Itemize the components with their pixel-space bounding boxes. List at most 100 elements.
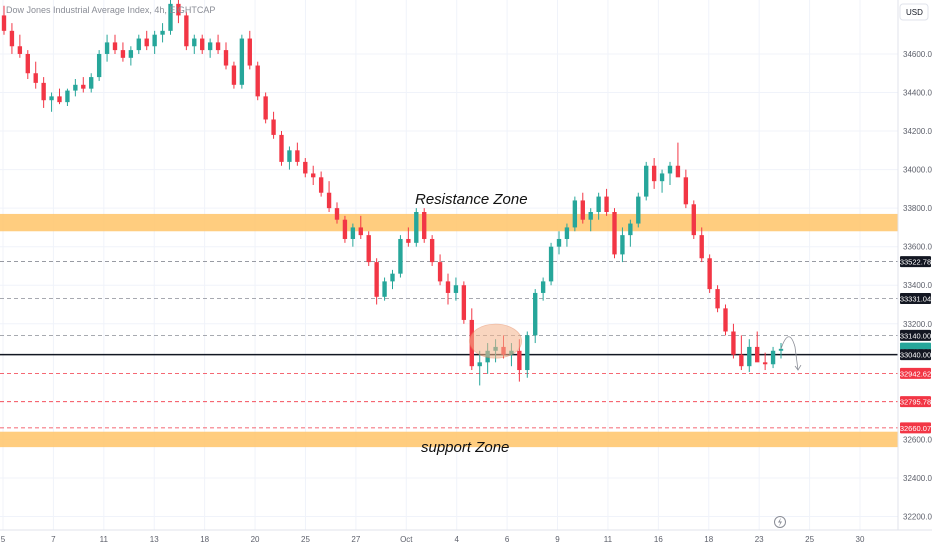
price-tags-layer: 33522.7833331.0433140.0033073.8602:49:36… [900, 256, 931, 434]
support-zone-label: support Zone [421, 439, 509, 456]
candle [564, 223, 570, 247]
candle-body [160, 30, 165, 35]
candle [160, 23, 165, 43]
candle-body [636, 196, 641, 224]
price-tag [900, 367, 931, 379]
candle [358, 215, 363, 239]
candle-body [675, 165, 681, 178]
candle [104, 34, 110, 62]
candle [152, 30, 157, 54]
resistance-zone-label: Resistance Zone [415, 191, 528, 208]
candle-body [715, 289, 720, 309]
candle [350, 223, 356, 247]
time-axis-tick: 16 [654, 535, 663, 544]
candle-body [612, 212, 617, 255]
price-axis[interactable]: 34600.00 34400.00 34200.00 34000.00 33800.00… [903, 50, 932, 522]
candle [715, 285, 720, 313]
candle-body [89, 77, 94, 89]
candle [184, 11, 189, 51]
candle-body [271, 119, 276, 135]
candle-body [25, 53, 30, 74]
candle [755, 331, 760, 363]
candle-body [1, 15, 7, 31]
price-axis-tick: 33400.00 [903, 281, 932, 290]
candle [588, 208, 593, 232]
time-axis-tick: 4 [454, 535, 459, 544]
candle-body [112, 42, 118, 51]
price-tag [900, 329, 931, 341]
candle-body [604, 196, 609, 212]
candle-body [540, 281, 546, 293]
candle-body [651, 165, 657, 182]
candle [89, 73, 94, 93]
candle-body [644, 165, 649, 197]
candle [215, 34, 221, 54]
candle [644, 161, 649, 201]
price-axis-tick: 34000.00 [903, 166, 932, 175]
candle-body [17, 46, 23, 54]
candle [318, 171, 324, 197]
time-axis-tick: 20 [251, 535, 260, 544]
candle-body [414, 212, 419, 243]
candle-body [739, 354, 744, 367]
candle-body [152, 34, 157, 47]
candle [762, 352, 768, 371]
candle-body [366, 235, 371, 263]
candle [112, 34, 118, 54]
candle-body [318, 177, 324, 193]
price-axis-tick: 33600.00 [903, 243, 932, 252]
candle-body [96, 53, 102, 78]
time-axis-tick: 23 [755, 535, 764, 544]
time-axis[interactable]: 5 7 11 13 18 20 25 27 Oct 4 6 9 11 16 18 23 25 30 [1, 535, 865, 544]
candle [200, 34, 205, 54]
candle [239, 34, 245, 89]
candle [580, 192, 585, 224]
highlight-ellipse [469, 323, 522, 359]
candle [17, 34, 23, 58]
candle-body [239, 38, 245, 85]
candle [295, 142, 300, 166]
candle-body [342, 219, 348, 239]
candle-body [580, 200, 585, 220]
price-levels-layer [0, 261, 898, 429]
candle [612, 208, 617, 259]
currency-button-frame [899, 3, 929, 21]
candle-body [422, 212, 427, 239]
price-tag-label: 33331.04 [900, 295, 931, 304]
candle-body [477, 362, 482, 367]
candle [73, 79, 78, 97]
candle-body [707, 258, 712, 290]
candle-body [398, 238, 403, 274]
candle [683, 169, 689, 209]
candle [739, 335, 744, 371]
currency-button[interactable]: USD [899, 3, 929, 21]
candle-body [731, 331, 736, 355]
candle-body [572, 200, 578, 228]
price-axis-tick: 34600.00 [903, 50, 932, 59]
candle [41, 77, 46, 108]
candle-body [691, 204, 696, 236]
price-tag [900, 422, 931, 434]
candle [636, 192, 641, 228]
candle [168, 0, 173, 35]
price-tag-label: 33522.78 [900, 258, 931, 267]
candle-body [620, 235, 625, 255]
candle [279, 131, 284, 166]
lightning-icon[interactable] [774, 516, 786, 528]
time-axis-tick: 25 [301, 535, 310, 544]
candle [406, 227, 411, 247]
candle [33, 61, 38, 89]
resistance-zone [0, 213, 898, 232]
candle-body [358, 227, 363, 236]
symbol-label: Dow Jones Industrial Average Index, 4h, … [6, 5, 215, 15]
candle-body [279, 134, 284, 162]
candle [271, 111, 276, 139]
candle-body [104, 42, 110, 54]
price-tag-label: 33040.00 [900, 351, 931, 360]
candle [96, 50, 102, 81]
candle-body [517, 350, 522, 371]
candle [699, 227, 704, 263]
candle [120, 42, 126, 62]
